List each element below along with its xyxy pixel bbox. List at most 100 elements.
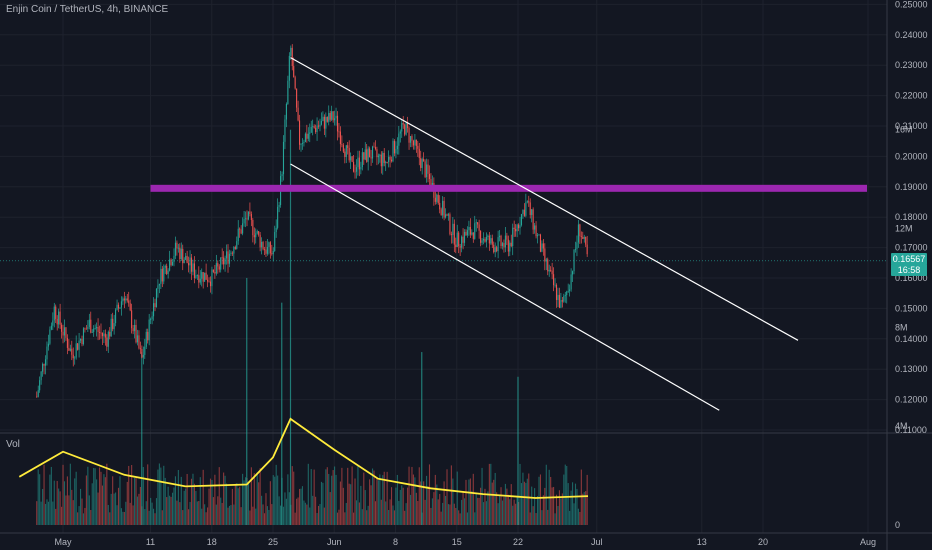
volume-bar xyxy=(123,511,125,525)
volume-bar xyxy=(526,478,528,525)
candle-body xyxy=(271,253,273,255)
volume-bar xyxy=(161,510,163,525)
candle-body xyxy=(329,112,331,120)
candle-body xyxy=(382,152,384,167)
volume-bar xyxy=(480,487,482,525)
volume-bar xyxy=(207,507,209,525)
candle-body xyxy=(439,203,441,210)
candle-body xyxy=(459,245,461,248)
candle-body xyxy=(231,252,233,254)
volume-bar xyxy=(107,504,109,525)
candle-body xyxy=(91,331,93,333)
volume-bar xyxy=(532,506,534,525)
candle-body xyxy=(174,242,176,256)
channel-upper-line[interactable] xyxy=(290,57,799,341)
time-tick-label: May xyxy=(54,537,72,547)
volume-bar xyxy=(504,483,506,525)
candle-body xyxy=(395,149,397,154)
candle-body xyxy=(208,281,210,283)
candle-body xyxy=(161,268,163,282)
volume-bar xyxy=(46,499,48,525)
candle-body xyxy=(447,214,450,216)
volume-bar xyxy=(574,483,577,525)
candle-body xyxy=(583,236,585,239)
resistance-zone[interactable] xyxy=(150,184,868,192)
volume-bar xyxy=(190,478,193,525)
candle-body xyxy=(390,159,393,162)
volume-bar xyxy=(147,464,149,525)
candle-body xyxy=(173,255,175,262)
price-tick-label: 0.19000 xyxy=(895,182,928,192)
volume-tick-label: 12M xyxy=(895,224,913,234)
volume-bar xyxy=(293,471,295,525)
volume-bar xyxy=(459,513,461,525)
volume-bar xyxy=(242,473,244,525)
price-tick-label: 0.11000 xyxy=(895,425,927,435)
candle-body xyxy=(370,157,372,159)
channel-lower-line[interactable] xyxy=(290,163,720,411)
volume-bar xyxy=(497,503,499,525)
candle-body xyxy=(409,136,412,143)
volume-bar xyxy=(188,509,190,525)
candle-body xyxy=(488,235,490,244)
candle-body xyxy=(347,145,349,148)
volume-bar xyxy=(369,479,371,525)
candle-body xyxy=(230,252,232,254)
volume-bar xyxy=(68,495,70,525)
candle-body xyxy=(374,147,377,150)
candle-body xyxy=(513,227,515,230)
candle-body xyxy=(202,272,204,282)
volume-bar xyxy=(217,496,219,525)
volume-bar xyxy=(557,505,559,525)
volume-bar xyxy=(420,481,422,525)
candle-body xyxy=(158,283,160,286)
candle-body xyxy=(566,291,568,296)
volume-bar xyxy=(55,508,57,525)
volume-bar xyxy=(440,511,442,525)
candle-body xyxy=(358,157,360,170)
volume-bar xyxy=(220,497,222,525)
candle-body xyxy=(227,251,229,264)
volume-bar xyxy=(110,493,112,525)
volume-bar xyxy=(395,487,397,525)
candle-body xyxy=(169,259,171,271)
volume-bar xyxy=(58,488,60,525)
volume-bar xyxy=(227,507,229,525)
candle-body xyxy=(376,149,378,158)
volume-bar xyxy=(205,512,207,525)
candle-body xyxy=(75,343,77,358)
volume-bar xyxy=(247,481,249,525)
price-tick-label: 0.20000 xyxy=(895,151,928,161)
candle-body xyxy=(531,209,533,215)
volume-bar xyxy=(212,497,214,525)
candle-body xyxy=(507,239,509,252)
volume-bar xyxy=(226,483,228,525)
volume-bar xyxy=(471,491,473,525)
candle-body xyxy=(582,236,584,239)
candle-body xyxy=(135,324,137,343)
volume-bar xyxy=(408,466,410,525)
candle-body xyxy=(561,300,563,302)
volume-bar xyxy=(36,501,38,525)
candle-body xyxy=(341,144,343,146)
volume-tick-label: 4M xyxy=(895,421,908,431)
volume-bar xyxy=(579,511,581,525)
volume-bar xyxy=(296,498,298,525)
volume-bar xyxy=(534,488,536,525)
volume-bar xyxy=(240,507,242,525)
volume-bar xyxy=(439,493,441,525)
candle-body xyxy=(221,257,223,259)
candle-body xyxy=(123,298,125,301)
candle-body xyxy=(487,235,489,237)
candle-body xyxy=(265,249,267,254)
candle-body xyxy=(218,266,220,270)
drawing-annotations[interactable] xyxy=(150,57,868,411)
time-tick-label: 13 xyxy=(697,537,707,547)
volume-bar xyxy=(53,480,55,525)
time-tick-label: 18 xyxy=(207,537,217,547)
volume-bar xyxy=(287,474,289,525)
candle-body xyxy=(209,281,212,287)
volume-bar xyxy=(164,477,166,525)
volume-bar xyxy=(325,469,327,525)
